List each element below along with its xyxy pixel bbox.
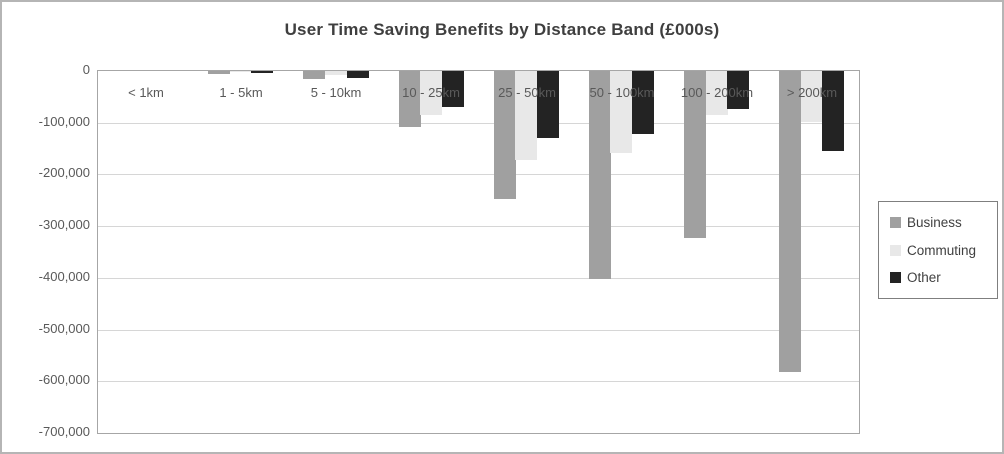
legend-swatch-icon: [890, 244, 901, 256]
bar-business-6: [684, 71, 706, 238]
bar-commuting-3: [420, 71, 442, 115]
bar-business-2: [303, 71, 325, 79]
category-label: 100 - 200km: [680, 85, 754, 100]
bar-other-6: [727, 71, 749, 109]
legend-swatch-icon: [890, 272, 901, 284]
bar-business-4: [494, 71, 516, 199]
bar-commuting-6: [706, 71, 728, 115]
bar-business-1: [208, 71, 230, 74]
gridline: [98, 174, 859, 175]
y-tick-label: -200,000: [38, 165, 90, 180]
bar-other-7: [822, 71, 844, 151]
y-tick-label: -400,000: [38, 269, 90, 284]
bar-other-4: [537, 71, 559, 138]
legend-swatch-icon: [890, 216, 901, 228]
legend-item-other: Other: [890, 270, 997, 285]
category-label: 50 - 100km: [589, 85, 655, 100]
bar-other-1: [251, 71, 273, 73]
bar-other-3: [442, 71, 464, 107]
category-label: 10 - 25km: [402, 85, 460, 100]
y-tick-label: -500,000: [38, 321, 90, 336]
category-label: 5 - 10km: [310, 85, 362, 100]
gridline: [98, 226, 859, 227]
plot-area: < 1km 1 - 5km 5 - 10km 10 - 25km 25 - 50km 50…: [97, 70, 860, 434]
gridline: [98, 278, 859, 279]
legend-label: Business: [907, 214, 962, 230]
y-tick-label: -300,000: [38, 217, 90, 232]
bar-other-2: [347, 71, 369, 78]
y-axis: 0 -100,000 -200,000 -300,000 -400,000 -500,00…: [2, 2, 90, 452]
category-label: < 1km: [128, 85, 164, 100]
y-tick-label: -700,000: [38, 424, 90, 439]
bar-business-5: [589, 71, 611, 279]
bar-business-3: [399, 71, 421, 127]
bar-commuting-4: [515, 71, 537, 160]
legend-item-business: Business: [890, 215, 997, 230]
bar-commuting-2: [325, 71, 347, 75]
bar-other-5: [632, 71, 654, 134]
legend-item-commuting: Commuting: [890, 243, 997, 258]
legend-label: Other: [907, 270, 941, 286]
y-tick-label: -600,000: [38, 372, 90, 387]
gridline: [98, 123, 859, 124]
category-label: 1 - 5km: [219, 85, 263, 100]
chart-title: User Time Saving Benefits by Distance Ba…: [284, 20, 720, 39]
y-tick-label: 0: [82, 62, 90, 77]
bar-commuting-1: [230, 71, 252, 72]
gridline: [98, 330, 859, 331]
bar-business-7: [779, 71, 801, 372]
category-label: > 200km: [786, 85, 838, 100]
bar-commuting-7: [801, 71, 823, 122]
legend-box: Business Commuting Other: [878, 201, 998, 299]
bar-commuting-5: [610, 71, 632, 153]
y-tick-label: -100,000: [38, 114, 90, 129]
gridline: [98, 381, 859, 382]
category-label: 25 - 50km: [498, 85, 556, 100]
legend-label: Commuting: [907, 242, 977, 258]
